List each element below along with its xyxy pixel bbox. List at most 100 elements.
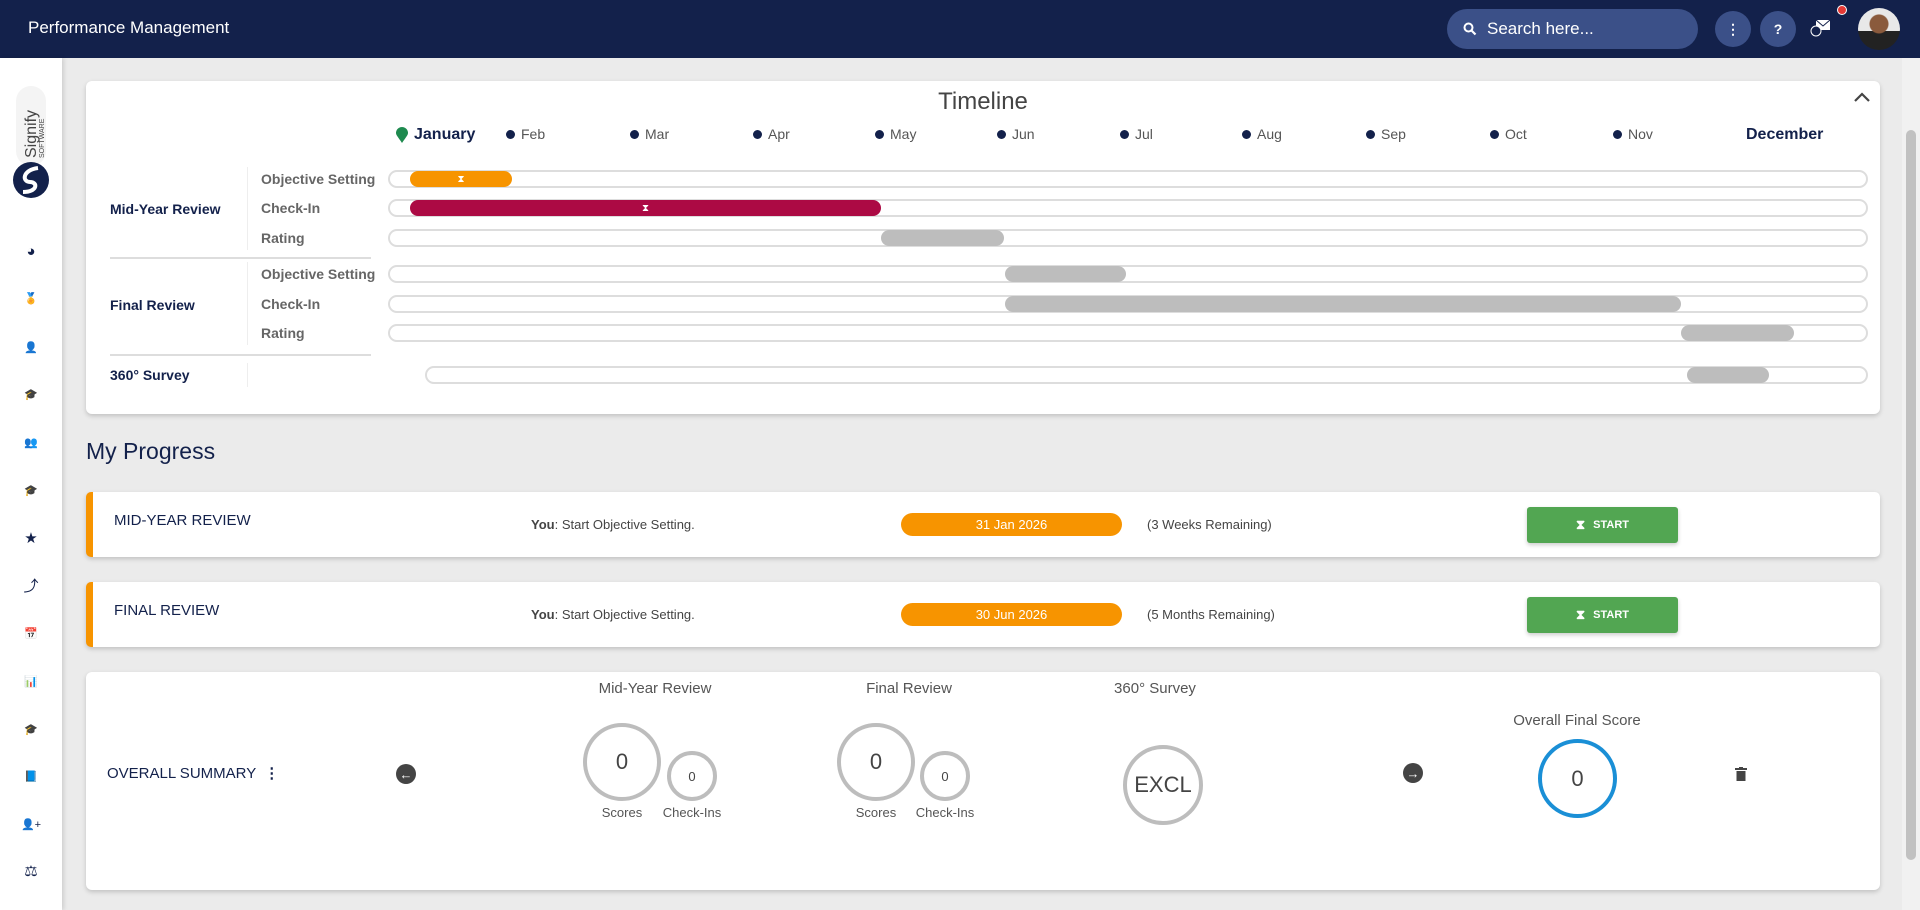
month-feb: Feb [506, 126, 545, 142]
search-placeholder: Search here... [1487, 19, 1594, 38]
timeline-bar[interactable] [1680, 325, 1794, 341]
month-label: Apr [768, 126, 790, 142]
progress-action: You: Start Objective Setting. [531, 607, 695, 622]
divider [110, 354, 371, 356]
overall-score-circle: 0 [1538, 739, 1617, 818]
sidebar-item-11[interactable]: 📘 [19, 766, 43, 786]
mail-icon [1810, 19, 1831, 37]
bar-chart-icon: 📊 [24, 675, 38, 688]
sidebar-item-4[interactable]: 👥 [19, 432, 43, 452]
final-checkins-value: 0 [941, 768, 949, 784]
summary-menu-icon[interactable]: ⋮ [264, 765, 280, 782]
graduation-cap-icon: 🎓 [24, 388, 38, 401]
month-december: December [1746, 126, 1823, 144]
sidebar-item-12[interactable]: 👤+ [19, 814, 43, 834]
overall-score-value: 0 [1571, 765, 1584, 791]
scores-label: Scores [601, 805, 643, 820]
team-icon: 👥 [24, 436, 38, 449]
help-button[interactable]: ? [1760, 11, 1796, 47]
month-dot [630, 129, 639, 139]
divider [247, 167, 248, 250]
next-button[interactable]: → [1403, 763, 1423, 783]
group-label: Final Review [110, 297, 195, 313]
sidebar-item-5[interactable]: 🎓 [19, 480, 43, 500]
divider [110, 257, 371, 259]
timeline-track [388, 229, 1868, 247]
medal-icon: 🏅 [24, 292, 38, 305]
month-dot [1490, 129, 1499, 139]
timeline-bar[interactable] [881, 230, 1005, 246]
scales-icon: ⚖ [24, 863, 38, 880]
progress-title: MID-YEAR REVIEW [114, 512, 251, 529]
month-aug: Aug [1242, 126, 1282, 142]
delete-button[interactable] [1735, 767, 1747, 786]
scrollbar-thumb[interactable] [1906, 130, 1916, 860]
progress-action: You: Start Objective Setting. [531, 517, 695, 532]
help-icon: ? [1773, 21, 1783, 37]
due-date-badge: 30 Jun 2026 [901, 603, 1122, 626]
start-label: START [1593, 609, 1629, 621]
timeline-track [425, 366, 1868, 384]
sidebar: Signify SOFTWARE [0, 58, 62, 910]
action-text: : Start Objective Setting. [554, 607, 695, 622]
sidebar-item-6[interactable]: ★ [19, 528, 43, 548]
month-nov: Nov [1613, 126, 1653, 142]
checkins-label: Check-Ins [915, 805, 975, 820]
due-date-badge: 31 Jan 2026 [901, 513, 1122, 536]
sidebar-item-1[interactable]: 🏅 [19, 288, 43, 308]
row-label: Check-In [261, 296, 321, 312]
row-label: Check-In [261, 200, 321, 216]
timeline-bar[interactable] [1005, 296, 1681, 312]
start-button[interactable]: ⧗ START [1527, 507, 1678, 543]
final-checkins-circle: 0 [920, 751, 970, 801]
more-options-button[interactable]: ⋮ [1715, 11, 1751, 47]
notification-badge [1837, 5, 1847, 15]
graduation-cap-icon: 🎓 [24, 723, 38, 736]
sidebar-item-2[interactable]: 👤 [19, 337, 43, 357]
mid-year-scores-value: 0 [615, 749, 629, 774]
timeline-bar[interactable]: ⧗ [410, 171, 513, 187]
start-label: START [1593, 519, 1629, 531]
arrow-right-icon: → [1406, 765, 1420, 781]
sidebar-item-13[interactable]: ⚖ [19, 861, 43, 881]
month-label: Oct [1505, 126, 1527, 142]
row-label: Rating [261, 325, 305, 341]
action-text: : Start Objective Setting. [554, 517, 695, 532]
month-dot [506, 129, 515, 139]
avatar[interactable] [1858, 8, 1900, 50]
survey-heading: 360° Survey [1114, 680, 1196, 697]
timeline-bar[interactable]: ⧗ [410, 200, 882, 216]
remaining-text: (3 Weeks Remaining) [1147, 517, 1272, 532]
hourglass-icon: ⧗ [457, 173, 465, 185]
sidebar-item-0[interactable]: ◕ [19, 241, 43, 261]
collapse-button[interactable] [1853, 90, 1871, 108]
svg-text:SOFTWARE: SOFTWARE [39, 118, 46, 158]
my-progress-heading: My Progress [86, 438, 216, 464]
month-may: May [875, 126, 916, 142]
arrow-left-icon: ← [399, 766, 413, 782]
star-icon: ★ [24, 530, 38, 547]
month-apr: Apr [753, 126, 790, 142]
timeline-title: Timeline [938, 88, 1028, 115]
sidebar-item-7[interactable]: ⤴ [19, 575, 43, 595]
month-january: January [396, 126, 475, 144]
month-dot [1366, 129, 1375, 139]
group-label: Mid-Year Review [110, 201, 221, 217]
hourglass-icon: ⧗ [1576, 517, 1586, 532]
month-jun: Jun [997, 126, 1035, 142]
messages-button[interactable] [1810, 18, 1832, 43]
user-icon: 👤 [24, 341, 38, 354]
timeline-bar[interactable] [1686, 367, 1770, 383]
start-button[interactable]: ⧗ START [1527, 597, 1678, 633]
sidebar-item-3[interactable]: 🎓 [19, 384, 43, 404]
month-jul: Jul [1120, 126, 1153, 142]
row-label: Objective Setting [261, 266, 376, 282]
sidebar-item-8[interactable]: 📅 [19, 623, 43, 643]
month-dot [753, 129, 762, 139]
timeline-bar[interactable] [1005, 266, 1126, 282]
sidebar-item-9[interactable]: 📊 [19, 671, 43, 691]
previous-button[interactable]: ← [396, 764, 416, 784]
month-label: Nov [1628, 126, 1653, 142]
search-input[interactable]: Search here... [1447, 9, 1698, 49]
sidebar-item-10[interactable]: 🎓 [19, 719, 43, 739]
